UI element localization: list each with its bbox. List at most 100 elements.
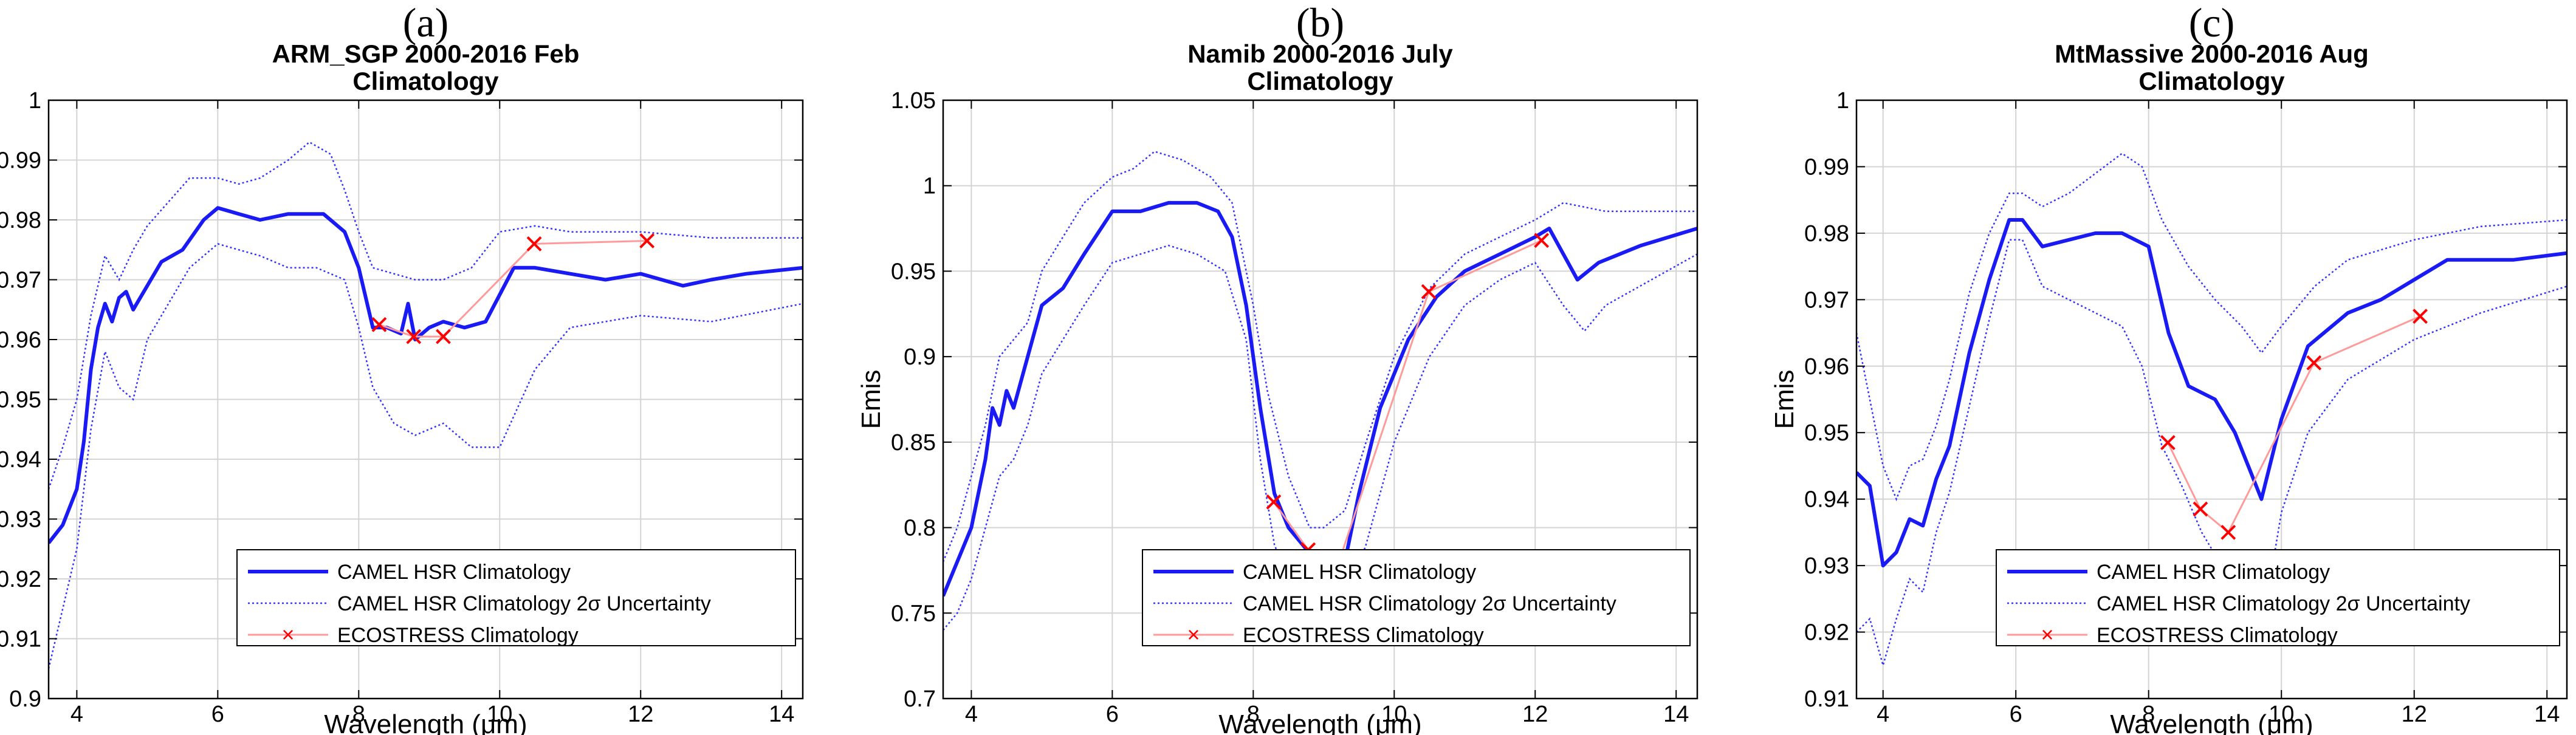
legend-marker: × (2041, 622, 2053, 647)
uncertainty-lower-line (943, 244, 1697, 631)
x-tick-label: 10 (487, 702, 512, 727)
legend-box (236, 549, 796, 646)
y-tick-label: 0.99 (1804, 154, 1849, 180)
y-tick-label: 1 (29, 88, 41, 114)
y-tick-label: 0.94 (0, 447, 41, 473)
x-axis-label: Wavelength (μm) (2110, 709, 2313, 735)
y-tick-label: 0.92 (0, 567, 41, 592)
ecostress-point (1266, 494, 1282, 510)
ecostress-point (1534, 233, 1550, 248)
camel-hsr-line (943, 200, 1697, 597)
ecostress-marker-stroke (2193, 501, 2208, 517)
ecostress-point (639, 233, 655, 248)
ecostress-point (1421, 284, 1437, 299)
x-tick-label: 10 (2269, 702, 2294, 727)
y-tick-label: 0.91 (1804, 686, 1849, 712)
series-group (49, 141, 803, 669)
legend-box (1142, 549, 1691, 646)
y-tick-label: 0.92 (1804, 620, 1849, 646)
ecostress-marker-stroke (371, 316, 387, 332)
uncertainty-upper-line (943, 151, 1697, 562)
y-tick-label: 0.95 (1804, 420, 1849, 446)
y-tick-label: 0.9 (904, 344, 936, 370)
x-tick-label: 4 (1877, 702, 1889, 727)
camel-hsr-line (1856, 218, 2567, 568)
x-tick-label: 14 (1663, 702, 1689, 727)
x-axis-label: Wavelength (μm) (324, 709, 527, 735)
ecostress-point (371, 316, 387, 332)
y-tick-label: 0.95 (891, 259, 936, 284)
ecostress-marker-stroke (1534, 233, 1550, 248)
y-tick-label: 0.98 (0, 208, 41, 233)
x-tick-label: 6 (1106, 702, 1119, 727)
legend: CAMEL HSR Climatology CAMEL HSR Climatolo… (1142, 549, 1691, 647)
legend-label: CAMEL HSR Climatology (1243, 561, 1476, 584)
y-tick-label: 0.99 (0, 148, 41, 174)
x-tick-label: 12 (1522, 702, 1548, 727)
y-tick-label: 0.96 (1804, 354, 1849, 380)
y-tick-label: 1 (923, 174, 936, 199)
y-tick-label: 0.95 (0, 388, 41, 413)
uncertainty-lower-line (1856, 239, 2567, 668)
y-tick-label: 1 (1836, 88, 1849, 114)
legend-label: CAMEL HSR Climatology 2σ Uncertainty (337, 592, 711, 615)
x-tick-label: 6 (2010, 702, 2022, 727)
y-tick-label: 0.93 (0, 507, 41, 533)
x-tick-label: 12 (628, 702, 653, 727)
chart-title: MtMassive 2000-2016 Aug (2055, 39, 2369, 68)
ecostress-marker-stroke (2221, 524, 2236, 540)
y-tick-label: 0.97 (1804, 287, 1849, 313)
chart-subtitle: Climatology (352, 67, 499, 95)
ecostress-marker-stroke (639, 233, 655, 248)
y-tick-label: 0.97 (0, 268, 41, 293)
y-tick-label: 0.94 (1804, 487, 1849, 513)
ecostress-marker-stroke (436, 329, 451, 344)
ecostress-marker-stroke (2413, 309, 2428, 324)
legend-label: ECOSTRESS Climatology (2097, 624, 2338, 647)
legend-label: CAMEL HSR Climatology 2σ Uncertainty (1243, 592, 1616, 615)
legend-label: CAMEL HSR Climatology (2097, 561, 2330, 584)
y-axis-label: Emis (1770, 370, 1799, 429)
legend: CAMEL HSR Climatology CAMEL HSR Climatolo… (1996, 549, 2560, 647)
ecostress-marker-stroke (2306, 355, 2322, 371)
series-group (1856, 152, 2567, 668)
ecostress-point (2193, 501, 2208, 517)
y-tick-label: 0.7 (904, 686, 936, 712)
x-tick-label: 8 (2142, 702, 2155, 727)
y-tick-label: 0.91 (0, 627, 41, 652)
x-tick-label: 6 (211, 702, 224, 727)
legend-label: CAMEL HSR Climatology (337, 561, 571, 584)
y-tick-label: 0.98 (1804, 221, 1849, 247)
ecostress-marker-stroke (2160, 435, 2176, 451)
y-tick-label: 0.8 (904, 516, 936, 541)
chart-subtitle: Climatology (2138, 67, 2285, 95)
legend-label: ECOSTRESS Climatology (1243, 624, 1484, 647)
x-tick-label: 14 (2534, 702, 2560, 727)
ecostress-point (406, 329, 422, 344)
legend: CAMEL HSR Climatology CAMEL HSR Climatolo… (236, 549, 796, 647)
axes-box (1855, 99, 2568, 700)
panel-letter: (a) (403, 0, 448, 46)
ecostress-marker-stroke (1266, 494, 1282, 510)
y-tick-label: 0.85 (891, 430, 936, 456)
ecostress-marker-stroke (406, 329, 422, 344)
uncertainty-lower-line (49, 243, 803, 669)
y-axis-label: Emis (856, 370, 886, 429)
ecostress-point (2306, 355, 2322, 371)
chart-title: Namib 2000-2016 July (1187, 39, 1453, 68)
camel-hsr-line (49, 206, 803, 544)
ecostress-point (436, 329, 451, 344)
panel-letter: (b) (1296, 0, 1344, 46)
ecostress-marker-stroke (1421, 284, 1437, 299)
x-tick-label: 4 (70, 702, 83, 727)
legend-marker: × (281, 622, 294, 647)
x-tick-label: 8 (352, 702, 365, 727)
x-tick-label: 8 (1247, 702, 1260, 727)
ecostress-point (2221, 524, 2236, 540)
y-tick-label: 0.96 (0, 327, 41, 353)
x-tick-label: 10 (1381, 702, 1407, 727)
